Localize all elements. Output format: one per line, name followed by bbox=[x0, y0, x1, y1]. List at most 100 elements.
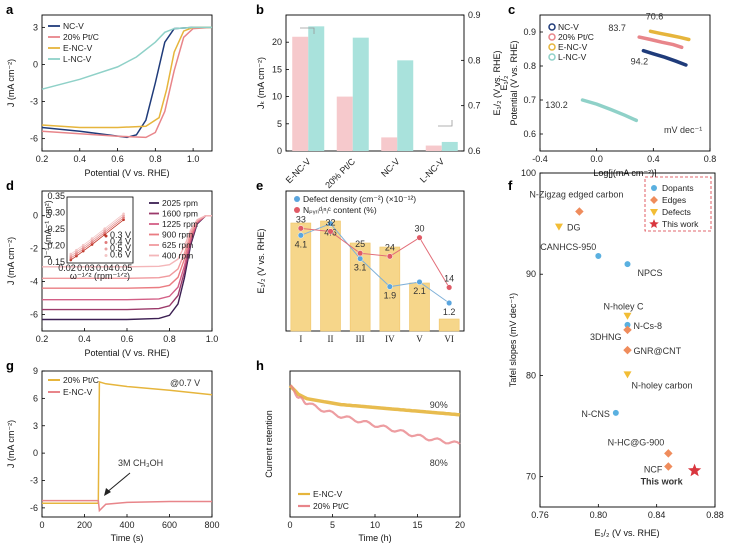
legend-marker bbox=[650, 209, 658, 216]
legend-marker bbox=[548, 33, 556, 41]
y-tick-label: 0.9 bbox=[523, 27, 536, 37]
tick-labels: 0 5 10 15 20 bbox=[287, 514, 465, 530]
tick-labels: -0.4 0.0 0.4 0.8 0.9 0.8 0.7 0.6 bbox=[523, 27, 716, 164]
tafel-label: 94.2 bbox=[631, 57, 649, 67]
x-tick-label: 20% Pt/C bbox=[323, 156, 357, 190]
y-axis-label: J (mA cm⁻²) bbox=[6, 59, 16, 107]
inset-point bbox=[69, 258, 73, 262]
data-lines bbox=[42, 380, 213, 513]
legend: NC-V20% Pt/CE-NC-VL-NC-V bbox=[548, 22, 594, 62]
inset-point bbox=[122, 216, 125, 220]
defect-point bbox=[623, 371, 632, 379]
inset-y-tick: 0.30 bbox=[47, 208, 65, 218]
edge-point bbox=[623, 345, 632, 355]
y-tick-label: 5 bbox=[277, 119, 282, 129]
retention-label: 80% bbox=[430, 458, 448, 468]
x-tick-label: 0.0 bbox=[590, 154, 603, 164]
inset-legend-marker bbox=[104, 241, 108, 244]
n-label: 33 bbox=[296, 214, 306, 224]
inset-point bbox=[103, 231, 107, 234]
n-point bbox=[357, 250, 364, 257]
inset-point bbox=[75, 252, 78, 256]
data-lines: 90% 80% bbox=[288, 384, 461, 468]
inset-y-tick: 0.35 bbox=[47, 191, 65, 201]
legend-label: 20% Pt/C bbox=[558, 32, 594, 42]
legend-label: E-NC-V bbox=[313, 489, 343, 499]
y-axis-label: J (mA cm⁻²) bbox=[6, 237, 16, 285]
n-point bbox=[327, 228, 334, 235]
x-tick-label: 0.8 bbox=[163, 334, 176, 344]
x-tick-label: 600 bbox=[162, 520, 177, 530]
series-line bbox=[42, 499, 212, 513]
bar-jk bbox=[336, 96, 353, 151]
retention-label: 90% bbox=[430, 400, 448, 410]
legend-label: 20% Pt/C bbox=[313, 501, 349, 511]
inset-frame bbox=[66, 196, 134, 264]
arrow bbox=[104, 472, 131, 496]
y-tick-label: 9 bbox=[33, 366, 38, 376]
inset-point bbox=[81, 245, 85, 249]
legend-label: This work bbox=[662, 219, 699, 229]
x-tick-label: 15 bbox=[412, 520, 422, 530]
inset-legend-marker bbox=[104, 254, 108, 257]
inset-point bbox=[90, 239, 94, 242]
defect-point bbox=[623, 312, 632, 320]
bar bbox=[438, 318, 460, 332]
inset-legend-label: 0.5 V bbox=[110, 243, 131, 253]
inset-x-label: ω⁻¹ᐟ² (rpm⁻¹ᐟ²) bbox=[70, 271, 130, 281]
y-tick-label: -6 bbox=[30, 503, 38, 513]
inset-plot: 0.02 0.03 0.04 0.05 0.35 0.30 0.25 0.20 0.15 0.3 … bbox=[43, 191, 134, 281]
y-tick-label: 80 bbox=[526, 370, 536, 380]
legend-marker bbox=[548, 53, 556, 61]
defect-point bbox=[357, 255, 364, 262]
n-label: 14 bbox=[444, 273, 454, 283]
x-tick-label: 0.80 bbox=[590, 510, 608, 520]
data-lines bbox=[42, 214, 212, 321]
legend-label: 1225 rpm bbox=[162, 219, 198, 229]
inset-point bbox=[90, 237, 94, 240]
defect-point bbox=[297, 232, 304, 239]
edge-point bbox=[664, 462, 673, 471]
x-tick-label: 0 bbox=[287, 520, 292, 530]
y-tick-label: 0 bbox=[33, 59, 38, 69]
n-label: 25 bbox=[355, 239, 365, 249]
legend-label: E-NC-V bbox=[558, 42, 588, 52]
inset-legend-marker bbox=[104, 234, 108, 238]
y-axis-label: Tafel slopes (mV dec⁻¹) bbox=[508, 293, 518, 387]
x-tick-label: 0.4 bbox=[647, 154, 660, 164]
legend-label: Defect density (cm⁻²) (×10⁻¹²) bbox=[303, 194, 416, 204]
series-line bbox=[648, 29, 691, 42]
bar-e12 bbox=[441, 141, 458, 151]
n-point bbox=[446, 284, 453, 291]
axes-frame bbox=[285, 190, 465, 332]
y-axis-label: Jₖ (mA cm⁻²) bbox=[256, 57, 266, 109]
data-series: 94.2 83.7 70.6 130.2 bbox=[545, 11, 691, 123]
inset-legend-marker bbox=[104, 247, 108, 251]
inset-point bbox=[90, 243, 94, 246]
n-label: 32 bbox=[325, 217, 335, 227]
x-axis-label: Time (s) bbox=[111, 533, 144, 543]
series-line bbox=[289, 384, 461, 445]
defect-point bbox=[416, 278, 423, 286]
series-line bbox=[580, 98, 639, 123]
x-tick-label: E-NC-V bbox=[284, 156, 313, 185]
axes-frame bbox=[539, 14, 711, 152]
x-tick-label: L-NC-V bbox=[418, 156, 446, 184]
x-tick-label: 0.6 bbox=[121, 334, 134, 344]
inset-point bbox=[103, 227, 107, 230]
y-tick-label: 3 bbox=[33, 421, 38, 431]
x-tick-label: 0.88 bbox=[706, 510, 724, 520]
legend-label: 400 rpm bbox=[162, 251, 193, 261]
edge-point bbox=[575, 207, 584, 216]
legend-label: 1600 rpm bbox=[162, 209, 198, 219]
inset-point bbox=[69, 256, 73, 260]
panel-letter-e: e bbox=[256, 178, 263, 193]
defect-label: 1.2 bbox=[443, 307, 456, 317]
x-tick-label: 10 bbox=[370, 520, 380, 530]
inset-point bbox=[81, 243, 85, 247]
legend-label: 900 rpm bbox=[162, 230, 193, 240]
defect-line bbox=[300, 223, 450, 304]
defect-label: 2.1 bbox=[413, 286, 426, 296]
